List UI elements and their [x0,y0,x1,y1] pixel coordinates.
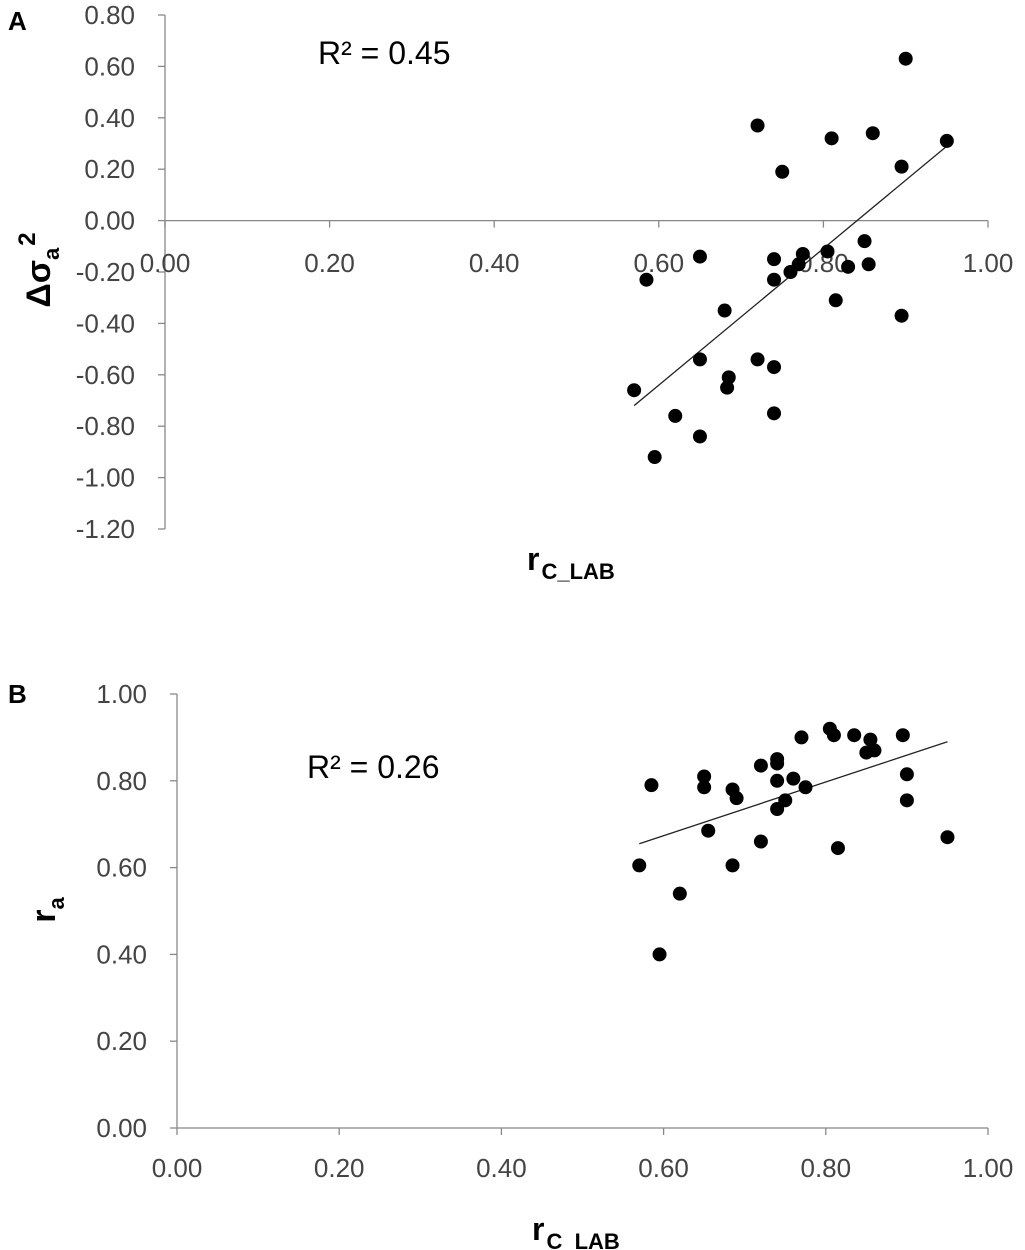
panel-a-y-tick-label: -0.60 [76,360,135,390]
panel-b-x-axis-title: rC_LAB [532,1211,620,1250]
panel-b-data-point [826,728,841,743]
panel-a-data-point [767,252,782,267]
panel-a-data-point [795,247,810,262]
panel-a-data-point [939,133,954,148]
panel-b-data-point [895,728,910,743]
panel-b-data-point [725,858,740,873]
panel-b-data-point [729,791,744,806]
panel-b-data-point [863,732,878,747]
panel-b-data-point [830,841,845,856]
panel-b-y-tick-label: 0.60 [96,853,147,883]
panel-a-x-tick-label: 0.40 [469,248,520,278]
panel-b-y-tick-label: 1.00 [96,679,147,709]
panel-b-data-point [899,793,914,808]
panel-b-data-point [697,780,712,795]
panel-a-y-tick-label: 0.60 [84,51,135,81]
panel-b-data-point [652,947,667,962]
panel-a-data-point [865,126,880,141]
panel-a-data-point [767,360,782,375]
panel-a-data-point [627,383,642,398]
panel-b-data-point [867,743,882,758]
panel-a-data-point [647,450,662,465]
panel-a-data-point [639,272,654,287]
panel-a-y-tick-label: -1.20 [76,514,135,544]
panel-a-x-tick-label: 0.60 [633,248,684,278]
panel-b-y-tick-label: 0.80 [96,766,147,796]
panel-a-y-tick-label: 0.80 [84,0,135,30]
panel-b-data-point [753,834,768,849]
panel-b-data-point [940,830,955,845]
panel-b-data-point [770,752,785,767]
panel-a-data-point [824,131,839,146]
panel-a-data-point [828,293,843,308]
panel-a-data-point [668,408,683,423]
panel-b-data-point [632,858,647,873]
panel-a-data-point [767,272,782,287]
panel-b-data-point [701,823,716,838]
panel-a-data-point [720,380,735,395]
panel-b-y-tick-label: 0.00 [96,1113,147,1143]
panel-b-y-tick-label: 0.40 [96,939,147,969]
panel-b-data-point [697,769,712,784]
panel-b-x-tick-label: 1.00 [963,1153,1014,1183]
panel-a-data-point [775,164,790,179]
panel-a-data-point [898,51,913,66]
panel-a-y-tick-label: -0.40 [76,308,135,338]
panel-a-x-axis-title: rC_LAB [527,541,615,584]
panel-a-y-tick-label: 0.40 [84,103,135,133]
panel-b-data-point [847,728,862,743]
panel-b-data-point [644,778,659,793]
panel-b-x-tick-label: 0.80 [800,1153,851,1183]
panel-a-data-point [894,308,909,323]
panel-b-label: B [8,679,27,709]
panel-b-data-point [770,773,785,788]
panel-b-data-point [798,780,813,795]
panel-b-data-point [786,771,801,786]
panel-a-data-point [692,352,707,367]
panel-a-data-point [692,249,707,264]
panel-a-y-tick-label: -0.80 [76,411,135,441]
panel-a-data-point [750,118,765,133]
panel-a-r2-annotation: R² = 0.45 [318,35,451,71]
panel-a-data-point [767,406,782,421]
panel-b-x-tick-label: 0.20 [314,1153,365,1183]
panel-a-data-point [857,234,872,249]
panel-b-data-point [794,730,809,745]
panel-b-x-tick-label: 0.40 [476,1153,527,1183]
panel-a-data-point [894,159,909,174]
panel-a-y-tick-label: -1.00 [76,463,135,493]
panel-b-y-axis-title: ra [25,897,69,923]
panel-b-r2-annotation: R² = 0.26 [307,749,440,785]
panel-a-data-point [750,352,765,367]
panel-b-x-tick-label: 0.00 [152,1153,203,1183]
panel-a-y-tick-label: -0.20 [76,257,135,287]
panel-a-data-point [717,303,732,318]
panel-b-data-point [672,886,687,901]
panel-a-x-tick-label: 0.00 [140,248,191,278]
panel-b-y-tick-label: 0.20 [96,1026,147,1056]
panel-b-trendline [639,741,948,845]
panel-a-label: A [8,6,27,36]
panel-a-data-point [721,370,736,385]
panel-a-data-point [841,259,856,274]
panel-a-x-tick-label: 1.00 [963,248,1014,278]
panel-a-y-axis-title: Δσa2 [14,232,64,307]
panel-b-data-point [899,767,914,782]
panel-a-data-point [820,244,835,259]
panel-a-y-tick-label: 0.20 [84,154,135,184]
panel-b-x-tick-label: 0.60 [638,1153,689,1183]
panel-a-data-point [692,429,707,444]
panel-a-y-tick-label: 0.00 [84,206,135,236]
panel-b-data-point [778,793,793,808]
panel-b-data-point [753,758,768,773]
panel-a-data-point [861,257,876,272]
panel-a-x-tick-label: 0.20 [304,248,355,278]
